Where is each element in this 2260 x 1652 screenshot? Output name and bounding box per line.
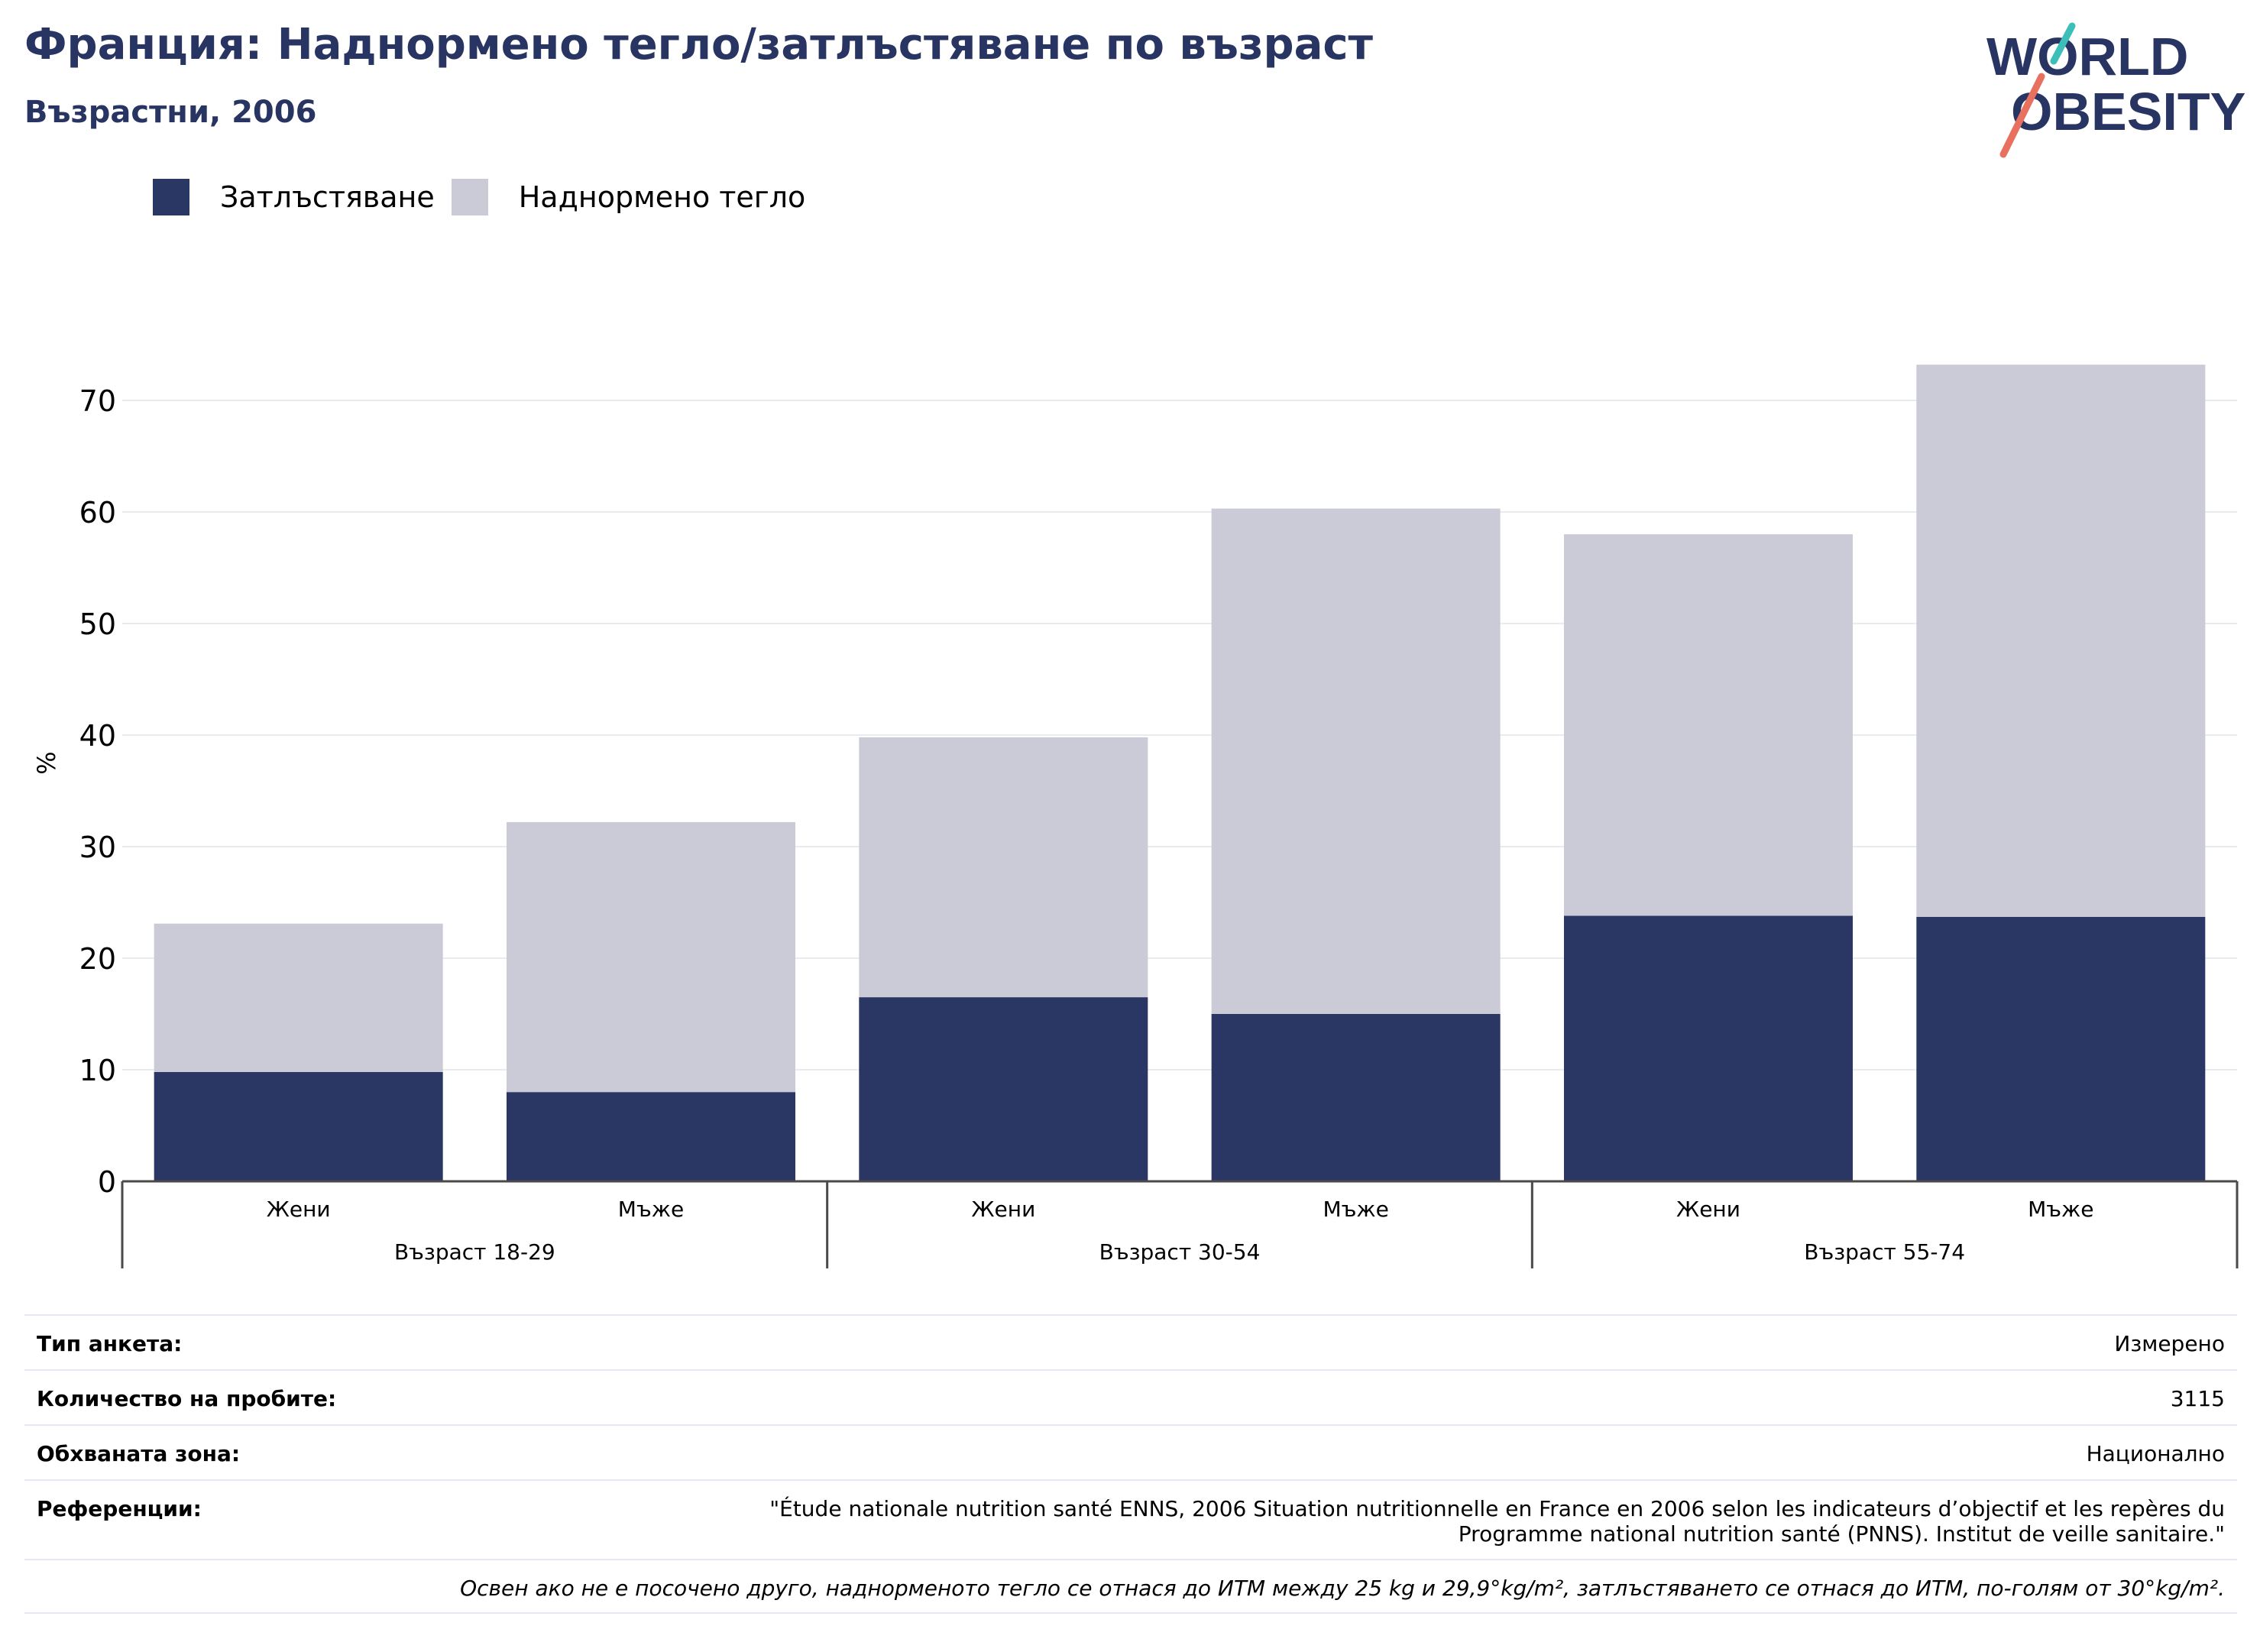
bar-overweight [859,737,1148,998]
logo-slash-top [2050,22,2076,65]
y-tick-label: 10 [79,1054,116,1087]
references-line-2: Programme national nutrition santé (PNNS… [1458,1521,2225,1547]
x-group-label: Възраст 30-54 [1099,1239,1261,1265]
bar-overweight [506,821,795,1093]
legend-label-obesity: Затлъстяване [220,180,435,214]
y-axis-label: % [32,751,61,774]
area-row: Обхваната зона: Национално [24,1424,2237,1479]
bar-obesity [154,1071,443,1181]
y-tick-label: 30 [79,831,116,864]
x-category-label: Жени [267,1197,331,1222]
survey-type-label: Тип анкета: [37,1331,183,1356]
references-label: Референции: [37,1496,202,1521]
y-tick-label: 20 [79,942,116,976]
bar-obesity [1211,1014,1501,1181]
references-row: Референции: "Étude nationale nutrition s… [24,1479,2237,1559]
legend-swatch-overweight [451,179,488,215]
chart-subtitle: Възрастни, 2006 [24,95,317,130]
bar-overweight [1916,364,2206,917]
references-value: "Étude nationale nutrition santé ENNS, 2… [769,1496,2225,1547]
x-category-label: Мъже [2028,1197,2093,1222]
area-value: Национално [2086,1441,2225,1466]
legend-item-obesity[interactable]: Затлъстяване [153,179,435,215]
y-tick-label: 60 [79,496,116,530]
x-category-label: Жени [1676,1197,1740,1222]
y-tick-label: 70 [79,384,116,418]
sample-size-value: 3115 [2170,1386,2225,1411]
x-group-label: Възраст 55-74 [1804,1239,1965,1265]
y-tick-label: 0 [98,1165,116,1199]
y-tick-label: 40 [79,719,116,753]
x-category-label: Мъже [1323,1197,1388,1222]
bar-overweight [154,923,443,1072]
bar-obesity [1916,916,2206,1181]
logo-line1: WORLD [1986,27,2188,86]
x-category-label: Жени [971,1197,1035,1222]
logo-slash-bottom [1999,73,2045,158]
sample-size-label: Количество на пробите: [37,1386,337,1411]
stacked-bar-chart: 0 10 20 30 40 50 60 70% Жени Мъже Жени Мъже Жени Мъже… [32,364,2239,1268]
survey-type-row: Тип анкета: Измерено [24,1314,2237,1369]
sample-size-row: Количество на пробите: 3115 [24,1369,2237,1424]
definition-note: Освен ако не е посочено друго, наднормен… [24,1559,2237,1614]
x-category-label: Мъже [618,1197,684,1222]
legend-swatch-obesity [153,179,189,215]
legend-item-overweight[interactable]: Наднормено тегло [451,179,806,215]
legend-label-overweight: Наднормено тегло [518,180,806,214]
chart-title: Франция: Наднормено тегло/затлъстяване п… [24,20,1374,70]
survey-info-table: Тип анкета: Измерено Количество на проби… [24,1314,2237,1614]
world-obesity-logo: WORLD OBESITY [1986,22,2245,158]
bar-obesity [859,997,1148,1181]
bar-obesity [1563,915,1853,1181]
y-tick-label: 50 [79,607,116,641]
bar-overweight [1563,534,1853,916]
legend: Затлъстяване Наднормено тегло [153,177,822,217]
bar-overweight [1211,508,1501,1014]
bar-obesity [506,1092,795,1181]
area-label: Обхваната зона: [37,1441,241,1466]
x-group-label: Възраст 18-29 [394,1239,555,1265]
survey-type-value: Измерено [2114,1331,2225,1356]
logo-line2: OBESITY [2011,82,2245,141]
references-line-1: "Étude nationale nutrition santé ENNS, 2… [769,1496,2225,1521]
